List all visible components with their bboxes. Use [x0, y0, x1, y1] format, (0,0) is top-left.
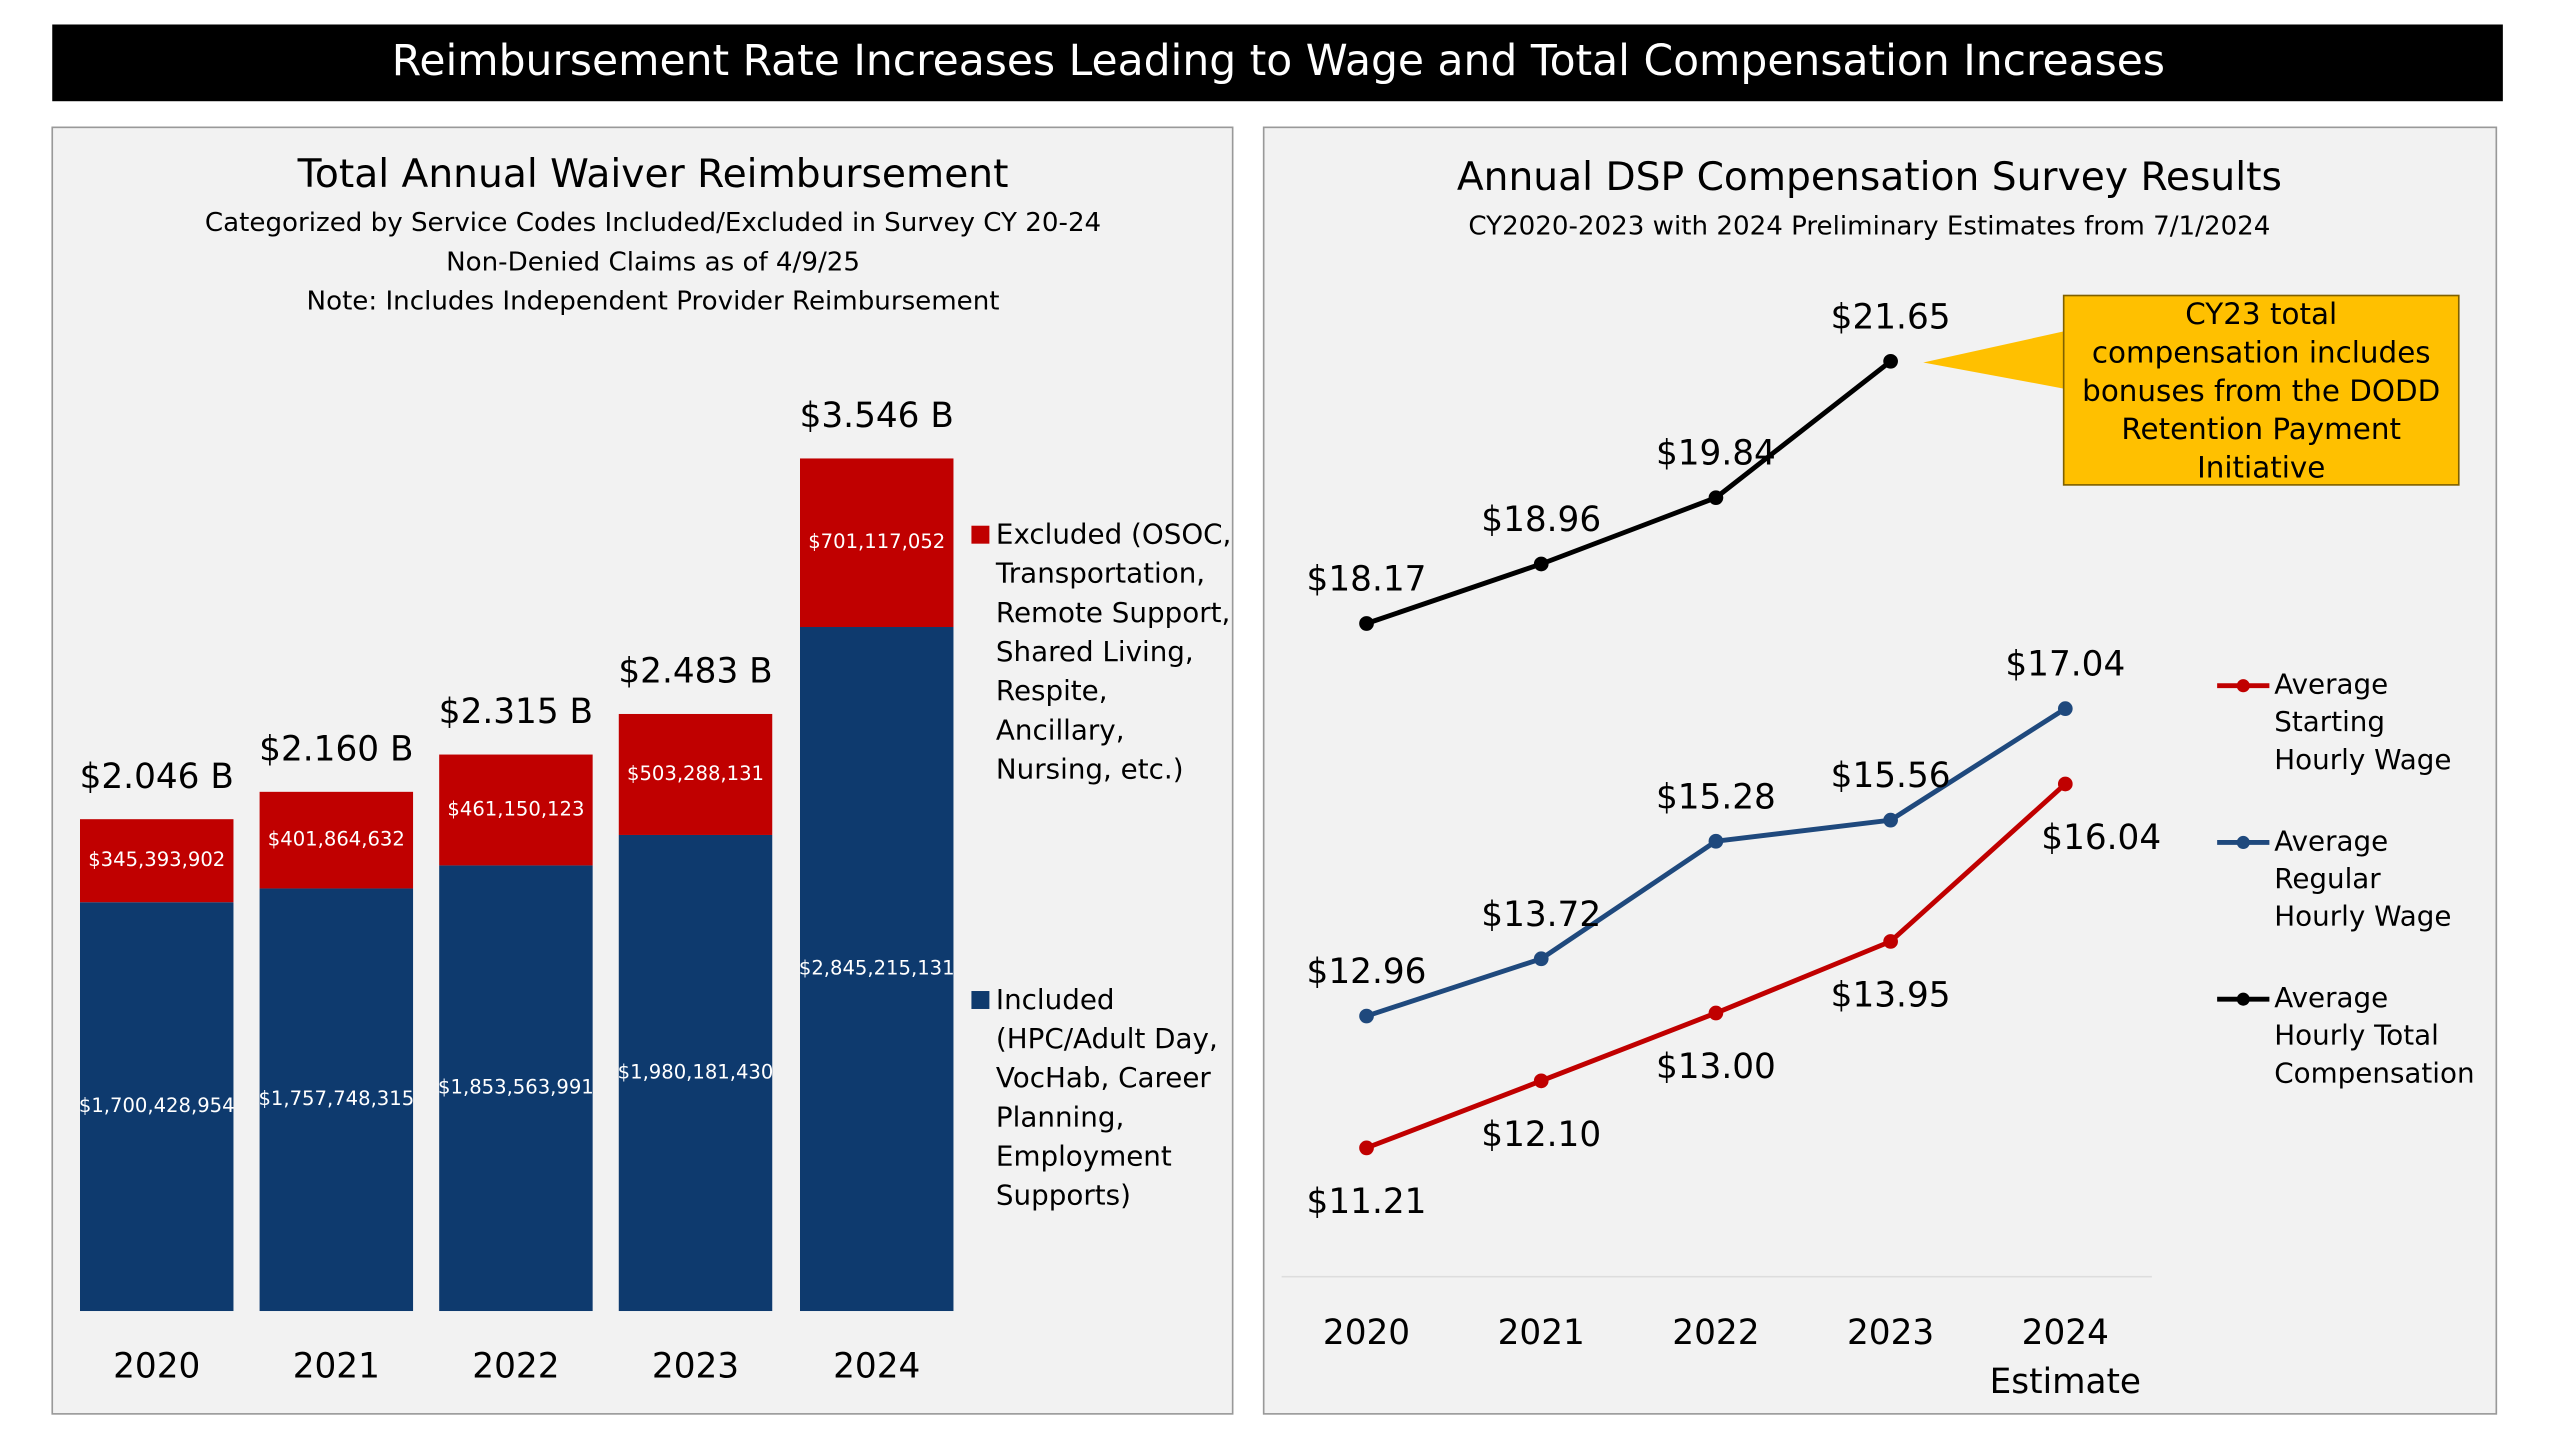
- annotation-box: [2062, 294, 2460, 486]
- bar-total-label: $2.483 B: [618, 652, 772, 692]
- bar-total-label: $2.315 B: [439, 692, 593, 732]
- legend-label: Excluded (OSOC, Transportation, Remote Sup…: [995, 518, 1231, 786]
- x-tick-label: 2023: [652, 1347, 739, 1387]
- point: [1533, 556, 1549, 572]
- x-tick-label: 2021: [1498, 1312, 1585, 1352]
- chart-subtitle: CY2020-2023 with 2024 Preliminary Estima…: [1468, 211, 2270, 241]
- bar-value-label: $345,393,902: [88, 848, 225, 871]
- point: [1359, 616, 1374, 631]
- legend-swatch: [971, 525, 990, 544]
- point: [1533, 951, 1549, 967]
- point-label: $17.04: [2005, 645, 2125, 685]
- bar-segment: [800, 458, 954, 628]
- point: [1359, 1140, 1374, 1156]
- bar-segment: [439, 865, 593, 1312]
- point: [2057, 776, 2073, 792]
- bar-total-label: $3.546 B: [800, 396, 954, 436]
- point-label: $15.56: [1831, 756, 1951, 796]
- chart-title: Total Annual Waiver Reimbursement: [297, 152, 1009, 197]
- bar-value-label: $1,980,181,430: [618, 1060, 774, 1083]
- point: [1883, 934, 1898, 949]
- bar-value-label: $503,288,131: [627, 762, 764, 785]
- point: [1708, 490, 1724, 506]
- legend-marker: [2236, 835, 2250, 849]
- bar-segment: [259, 791, 414, 889]
- bar-segment: [80, 902, 234, 1312]
- legend-label: Average Starting Hourly Wage: [2274, 668, 2451, 776]
- point-label: $18.96: [1481, 500, 1601, 540]
- point-label: $19.84: [1656, 434, 1776, 474]
- point: [2057, 701, 2073, 716]
- x-tick-label: 2024: [833, 1347, 920, 1387]
- x-tick-label: 2021: [293, 1347, 380, 1387]
- bar-segment: [439, 754, 593, 866]
- chart-title: Annual DSP Compensation Survey Results: [1457, 155, 2282, 200]
- legend-marker: [2236, 992, 2250, 1006]
- point: [1883, 353, 1898, 369]
- bar-segment: [259, 888, 414, 1312]
- point: [1883, 812, 1898, 828]
- x-tick-label: 2022: [1672, 1312, 1759, 1352]
- point-label: $13.72: [1481, 895, 1601, 935]
- banner-title: Reimbursement Rate Increases Leading to …: [392, 37, 2165, 86]
- bar-value-label: $461,150,123: [447, 797, 584, 820]
- legend-label: Included (HPC/Adult Day, VocHab, Career Pla…: [996, 983, 1218, 1212]
- legend-swatch: [971, 991, 990, 1009]
- bar-segment: [800, 627, 954, 1312]
- chart-subtitle: Note: Includes Independent Provider Reim…: [307, 287, 1000, 317]
- bar-value-label: $701,117,052: [808, 530, 945, 553]
- point-label: $13.95: [1831, 975, 1951, 1015]
- x-tick-label: 2023: [1847, 1312, 1934, 1352]
- x-tick-label: 2022: [472, 1347, 559, 1387]
- point-label: $21.65: [1831, 297, 1951, 337]
- point-label: $12.96: [1307, 952, 1427, 992]
- callout-pointer: [1923, 331, 2064, 389]
- legend-label: Average Regular Hourly Wage: [2274, 824, 2451, 932]
- bar-value-label: $2,845,215,131: [799, 957, 955, 980]
- bar-value-label: $1,700,428,954: [79, 1094, 235, 1117]
- point-label: $15.28: [1656, 777, 1776, 817]
- x-tick-label: 2020: [113, 1347, 200, 1387]
- point-label: $13.00: [1656, 1047, 1776, 1087]
- point-label: $12.10: [1481, 1115, 1601, 1155]
- bar-segment: [618, 834, 773, 1312]
- chart-subtitle: Non-Denied Claims as of 4/9/25: [446, 247, 860, 277]
- legend-label: Average Hourly Total Compensation: [2274, 981, 2474, 1089]
- point: [1533, 1073, 1549, 1089]
- point-label: $11.21: [1307, 1182, 1427, 1222]
- point: [1708, 833, 1724, 849]
- bar-value-label: $1,757,748,315: [258, 1087, 414, 1110]
- point-label: $16.04: [2041, 818, 2161, 858]
- bar-segment: [80, 819, 234, 903]
- x-tick-label: 2024 Estimate: [1990, 1312, 2141, 1401]
- point-label: $18.17: [1307, 560, 1427, 600]
- point: [1708, 1005, 1724, 1021]
- legend-marker: [2236, 679, 2250, 693]
- series-line: [1365, 359, 1893, 626]
- point: [1359, 1008, 1374, 1024]
- chart-subtitle: Categorized by Service Codes Included/Ex…: [205, 208, 1101, 238]
- bar-total-label: $2.160 B: [259, 730, 413, 770]
- banner: [52, 24, 2503, 102]
- bar-total-label: $2.046 B: [80, 757, 234, 797]
- bar-value-label: $1,853,563,991: [438, 1076, 594, 1099]
- x-tick-label: 2020: [1323, 1312, 1410, 1352]
- annotation: CY23 total compensation includes bonuses f…: [2082, 297, 2440, 484]
- bar-segment: [618, 713, 773, 835]
- bar-value-label: $401,864,632: [268, 828, 405, 851]
